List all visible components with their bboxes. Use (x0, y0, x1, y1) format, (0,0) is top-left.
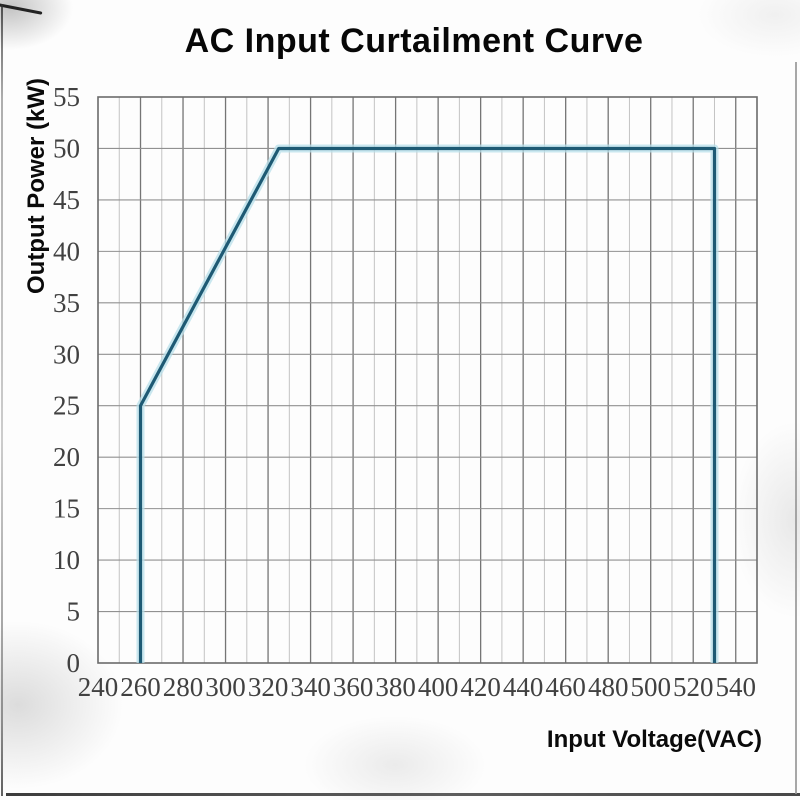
y-tick-label: 30 (53, 339, 80, 369)
y-tick-label: 20 (53, 442, 80, 472)
x-tick-label: 500 (630, 672, 671, 702)
y-tick-label: 10 (53, 545, 80, 575)
data-curve (136, 144, 719, 663)
x-tick-label: 540 (715, 672, 756, 702)
x-tick-label: 380 (375, 672, 416, 702)
y-tick-label: 5 (67, 597, 81, 627)
x-tick-label: 440 (503, 672, 544, 702)
curtailment-curve-line (138, 146, 717, 663)
y-tick-label: 0 (67, 648, 81, 678)
x-tick-label: 420 (460, 672, 501, 702)
y-tick-label: 15 (53, 494, 80, 524)
y-tick-label: 40 (53, 236, 80, 266)
photo-edge-left (1, 4, 3, 796)
x-tick-label: 360 (333, 672, 374, 702)
y-tick-label: 45 (53, 185, 80, 215)
x-tick-label: 260 (120, 672, 161, 702)
x-tick-label: 300 (205, 672, 246, 702)
y-tick-label: 55 (53, 82, 80, 112)
x-tick-label: 520 (673, 672, 714, 702)
photo-edge-bottom (6, 793, 800, 796)
x-tick-label: 280 (163, 672, 204, 702)
grid-lines (98, 97, 757, 663)
x-tick-label: 240 (78, 672, 119, 702)
y-tick-label: 25 (53, 391, 80, 421)
plot-border (97, 96, 758, 664)
x-tick-label: 320 (248, 672, 289, 702)
plot-frame (97, 96, 758, 664)
y-tick-label: 50 (53, 133, 80, 163)
x-axis-title: Input Voltage(VAC) (546, 726, 762, 753)
y-axis-title: Output Power (kW) (23, 78, 50, 294)
x-tick-label: 480 (588, 672, 629, 702)
x-tick-label: 460 (545, 672, 586, 702)
tick-labels: 240 260 280 300 320 340 360 380 400 420 440 460 480 5… (53, 82, 756, 702)
x-tick-label: 400 (418, 672, 459, 702)
photo-edge-right (795, 62, 797, 794)
x-tick-label: 340 (290, 672, 331, 702)
y-tick-label: 35 (53, 288, 80, 318)
chart-title: AC Input Curtailment Curve (184, 22, 644, 60)
